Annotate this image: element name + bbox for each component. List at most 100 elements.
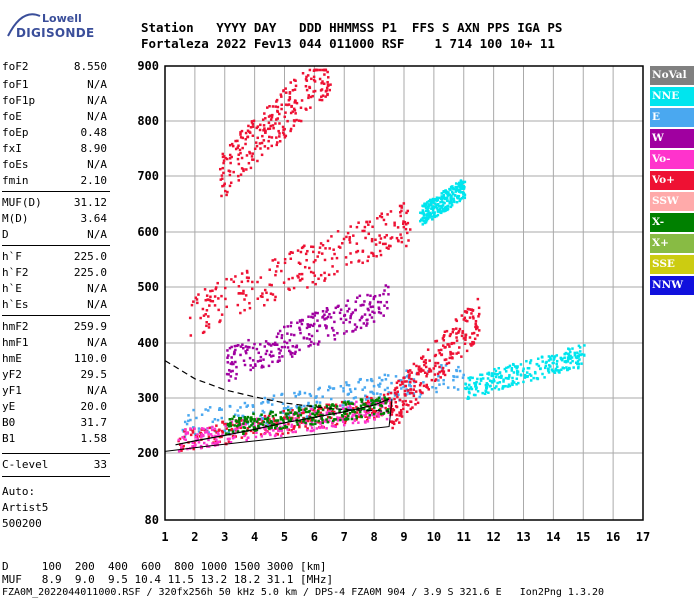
echo-point bbox=[433, 373, 437, 376]
echo-point bbox=[564, 359, 567, 363]
echo-point bbox=[366, 420, 370, 423]
echo-point bbox=[421, 211, 424, 215]
echo-point bbox=[236, 426, 239, 429]
echo-point bbox=[319, 89, 323, 92]
param-value: 33 bbox=[93, 458, 107, 471]
echo-point bbox=[371, 225, 374, 229]
echo-point bbox=[291, 345, 295, 348]
echo-point bbox=[208, 304, 211, 307]
echo-point bbox=[387, 404, 391, 408]
echo-point bbox=[355, 416, 358, 420]
echo-point bbox=[452, 375, 455, 378]
legend-item-x: X+ bbox=[650, 234, 694, 253]
echo-point bbox=[270, 355, 273, 358]
echo-point bbox=[242, 432, 245, 435]
echo-point bbox=[464, 333, 468, 337]
echo-point bbox=[351, 413, 355, 416]
echo-point bbox=[293, 391, 296, 395]
echo-point bbox=[297, 416, 300, 419]
echo-point bbox=[399, 383, 402, 387]
echo-point bbox=[435, 339, 439, 343]
echo-point bbox=[197, 430, 201, 433]
echo-point bbox=[205, 309, 209, 312]
echo-point bbox=[261, 295, 264, 298]
echo-point bbox=[486, 372, 489, 375]
echo-point bbox=[450, 342, 453, 346]
echo-point bbox=[434, 361, 437, 365]
echo-point bbox=[310, 245, 313, 248]
echo-point bbox=[237, 174, 240, 178]
echo-point bbox=[309, 412, 312, 416]
echo-point bbox=[221, 184, 224, 188]
echo-point bbox=[408, 369, 412, 372]
echo-point bbox=[289, 352, 293, 356]
echo-point bbox=[244, 423, 247, 426]
param-value: 8.90 bbox=[80, 142, 108, 155]
echo-point bbox=[189, 418, 192, 422]
echo-point bbox=[440, 210, 443, 213]
echo-point bbox=[427, 370, 431, 373]
echo-point bbox=[407, 369, 410, 373]
echo-point bbox=[314, 259, 317, 262]
echo-point bbox=[431, 385, 434, 389]
echo-point bbox=[279, 416, 283, 419]
echo-point bbox=[283, 115, 287, 119]
echo-point bbox=[569, 354, 572, 358]
echo-point bbox=[370, 396, 373, 400]
echo-point bbox=[407, 376, 411, 379]
echo-point bbox=[547, 359, 551, 362]
echo-point bbox=[334, 423, 337, 427]
echo-point bbox=[271, 293, 275, 296]
echo-point bbox=[318, 425, 322, 429]
param-value: 31.12 bbox=[73, 196, 107, 209]
echo-point bbox=[386, 410, 389, 414]
echo-point bbox=[259, 147, 262, 150]
echo-point bbox=[377, 408, 381, 412]
echo-point bbox=[285, 426, 288, 429]
echo-point bbox=[364, 415, 367, 419]
echo-point bbox=[511, 383, 514, 387]
echo-point bbox=[411, 406, 414, 409]
echo-point bbox=[573, 353, 577, 357]
echo-point bbox=[220, 294, 223, 298]
echo-point bbox=[268, 268, 271, 271]
echo-point bbox=[181, 428, 185, 432]
echo-point bbox=[476, 297, 480, 301]
echo-point bbox=[325, 307, 329, 310]
echo-point bbox=[228, 437, 231, 441]
echo-point bbox=[371, 305, 375, 308]
param-hf2: h`F2 225.0 bbox=[2, 266, 107, 281]
echo-point bbox=[385, 246, 389, 250]
echo-point bbox=[183, 430, 186, 433]
param-b0: B0 31.7 bbox=[2, 416, 107, 431]
echo-point bbox=[290, 425, 293, 428]
echo-point bbox=[320, 95, 323, 98]
legend-item-x: X- bbox=[650, 213, 694, 232]
param-key: D bbox=[2, 228, 9, 241]
echo-point bbox=[424, 365, 428, 369]
echo-point bbox=[238, 416, 241, 420]
echo-point bbox=[284, 87, 287, 90]
echo-point bbox=[279, 349, 282, 352]
echo-point bbox=[427, 211, 431, 214]
echo-cluster-vo bbox=[218, 68, 332, 198]
echo-point bbox=[457, 330, 461, 333]
echo-point bbox=[309, 408, 313, 411]
echo-point bbox=[379, 404, 382, 407]
echo-point bbox=[232, 429, 236, 432]
echo-point bbox=[296, 249, 300, 252]
echo-point bbox=[339, 418, 342, 422]
echo-point bbox=[323, 258, 327, 262]
echo-point bbox=[384, 401, 387, 405]
echo-point bbox=[300, 277, 304, 281]
echo-point bbox=[295, 101, 299, 105]
echo-cluster-nne bbox=[463, 344, 586, 400]
echo-point bbox=[252, 119, 256, 123]
echo-point bbox=[199, 444, 203, 448]
echo-point bbox=[305, 416, 309, 419]
echo-point bbox=[312, 260, 316, 264]
echo-point bbox=[261, 423, 265, 426]
echo-point bbox=[220, 174, 224, 177]
echo-point bbox=[264, 129, 267, 132]
echo-point bbox=[205, 294, 209, 297]
